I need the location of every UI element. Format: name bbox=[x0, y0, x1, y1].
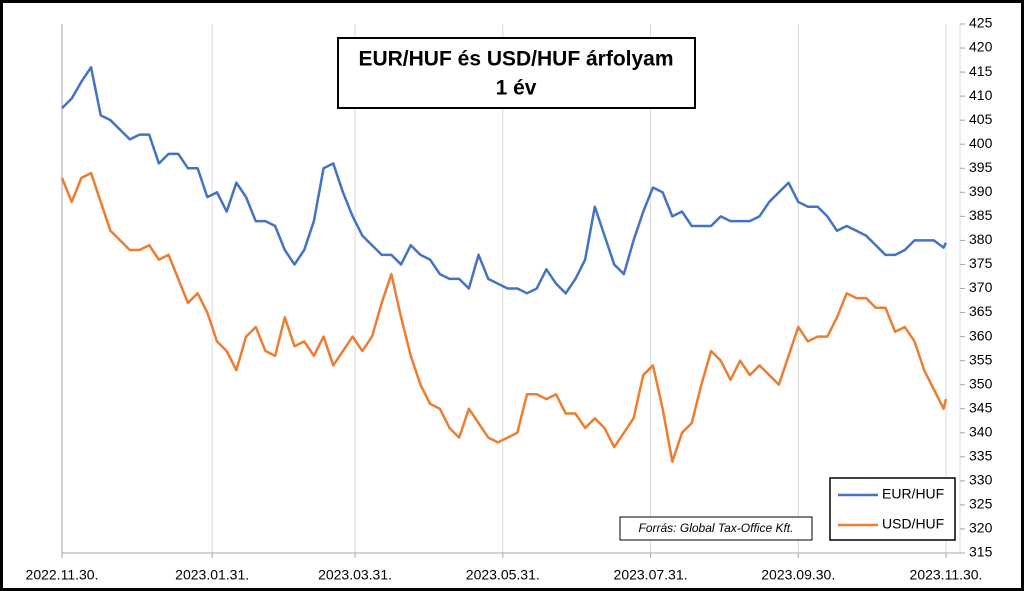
y-tick-label: 345 bbox=[969, 399, 993, 415]
y-tick-label: 335 bbox=[969, 448, 993, 464]
x-tick-label: 2022.11.30. bbox=[26, 567, 99, 583]
y-tick-label: 340 bbox=[969, 423, 993, 439]
y-tick-label: 425 bbox=[969, 15, 993, 31]
series-line bbox=[60, 171, 948, 463]
y-tick-label: 370 bbox=[969, 279, 993, 295]
y-tick-label: 325 bbox=[969, 496, 993, 512]
series-line bbox=[61, 66, 948, 295]
tick-labels: 315 320 325 330 335 340 345 350 355 360 365 370 375 3… bbox=[26, 15, 993, 583]
source-note: Forrás: Global Tax-Office Kft. bbox=[639, 521, 794, 535]
y-tick-label: 395 bbox=[969, 159, 993, 175]
y-tick-label: 355 bbox=[969, 351, 993, 367]
y-tick-label: 405 bbox=[969, 111, 993, 127]
series-lines bbox=[60, 66, 948, 463]
y-tick-label: 390 bbox=[969, 183, 993, 199]
x-tick-label: 2023.09.30. bbox=[761, 567, 835, 583]
x-tick-label: 2023.05.31. bbox=[466, 567, 540, 583]
y-tick-label: 400 bbox=[969, 135, 993, 151]
y-tick-label: 365 bbox=[969, 303, 993, 319]
legend-label: EUR/HUF bbox=[882, 486, 944, 502]
legend: EUR/HUF USD/HUF bbox=[838, 486, 944, 532]
y-tick-label: 415 bbox=[969, 63, 993, 79]
y-tick-label: 375 bbox=[969, 255, 993, 271]
y-tick-label: 410 bbox=[969, 87, 993, 103]
y-tick-label: 350 bbox=[969, 375, 993, 391]
x-tick-label: 2023.11.30. bbox=[910, 567, 983, 583]
y-tick-label: 330 bbox=[969, 472, 993, 488]
x-tick-label: 2023.03.31. bbox=[318, 567, 392, 583]
legend-box bbox=[829, 477, 956, 541]
y-tick-label: 380 bbox=[969, 231, 993, 247]
y-tick-label: 360 bbox=[969, 327, 993, 343]
x-tick-label: 2023.07.31. bbox=[614, 567, 688, 583]
y-tick-label: 385 bbox=[969, 207, 993, 223]
source-box bbox=[619, 516, 813, 541]
chart-subtitle: 1 év bbox=[496, 77, 537, 100]
y-tick-label: 320 bbox=[969, 520, 993, 536]
y-tick-label: 315 bbox=[969, 544, 993, 560]
legend-label: USD/HUF bbox=[882, 516, 944, 532]
x-tick-label: 2023.01.31. bbox=[175, 567, 249, 583]
y-tick-label: 420 bbox=[969, 39, 993, 55]
chart-title: EUR/HUF és USD/HUF árfolyam bbox=[358, 48, 673, 71]
title-box bbox=[337, 37, 696, 109]
